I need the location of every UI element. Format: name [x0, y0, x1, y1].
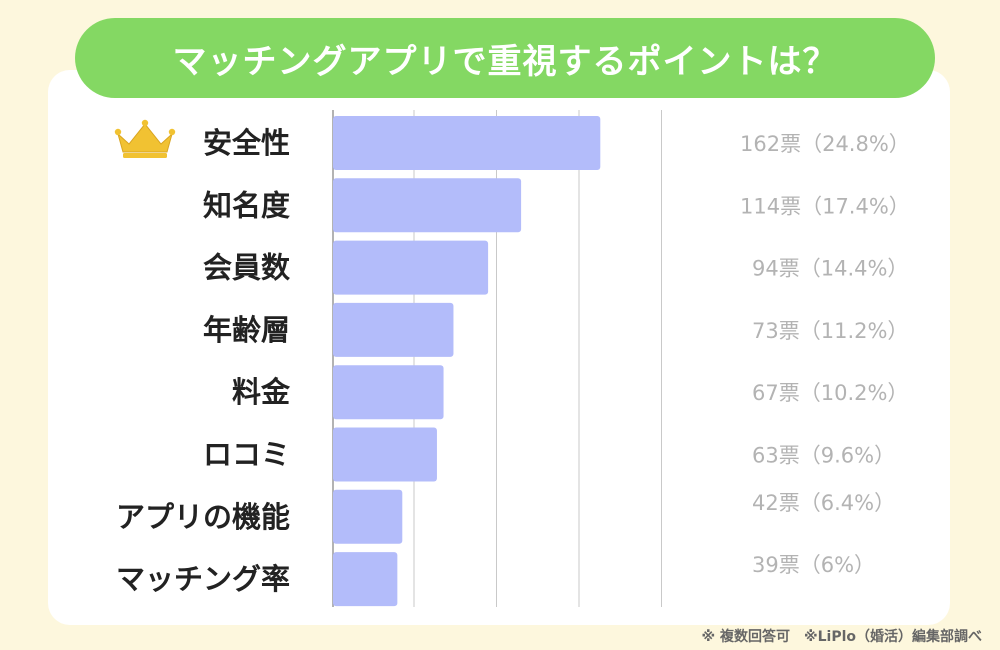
bar-4 — [333, 302, 454, 357]
category-label-2: 知名度 — [203, 188, 290, 222]
value-label-1: 162票（24.8%） — [740, 132, 910, 156]
value-label-2: 114票（17.4%） — [740, 194, 910, 218]
category-label-4: 年齢層 — [203, 313, 290, 347]
bar-8 — [333, 552, 398, 607]
value-label-3: 94票（14.4%） — [752, 257, 908, 281]
bar-2 — [333, 178, 522, 233]
value-label-7: 42票（6.4%） — [752, 491, 895, 515]
value-label-5: 67票（10.2%） — [752, 381, 908, 405]
bar-3 — [333, 240, 489, 295]
category-label-7: アプリの機能 — [116, 500, 290, 534]
value-label-8: 39票（6%） — [752, 553, 875, 577]
category-label-8: マッチング率 — [116, 562, 290, 596]
crown-icon — [114, 119, 176, 158]
bar-layer — [333, 116, 601, 607]
category-label-3: 会員数 — [203, 251, 291, 285]
bar-7 — [333, 489, 403, 544]
label-layer: 安全性 162票（24.8%） 知名度 114票（17.4%） 会員数 94票（14.4%… — [116, 126, 910, 596]
footnote: ※ 複数回答可 ※LiPlo（婚活）編集部調べ — [701, 629, 983, 645]
value-label-4: 73票（11.2%） — [752, 319, 908, 343]
bar-5 — [333, 365, 444, 420]
chart-title: マッチングアプリで重視するポイントは？ — [75, 18, 935, 98]
bar-1 — [333, 116, 601, 170]
category-label-6: ロコミ — [203, 438, 290, 472]
value-label-6: 63票（9.6%） — [752, 444, 895, 468]
category-label-5: 料金 — [232, 375, 291, 409]
category-label-1: 安全性 — [203, 126, 290, 160]
bar-6 — [333, 427, 437, 482]
